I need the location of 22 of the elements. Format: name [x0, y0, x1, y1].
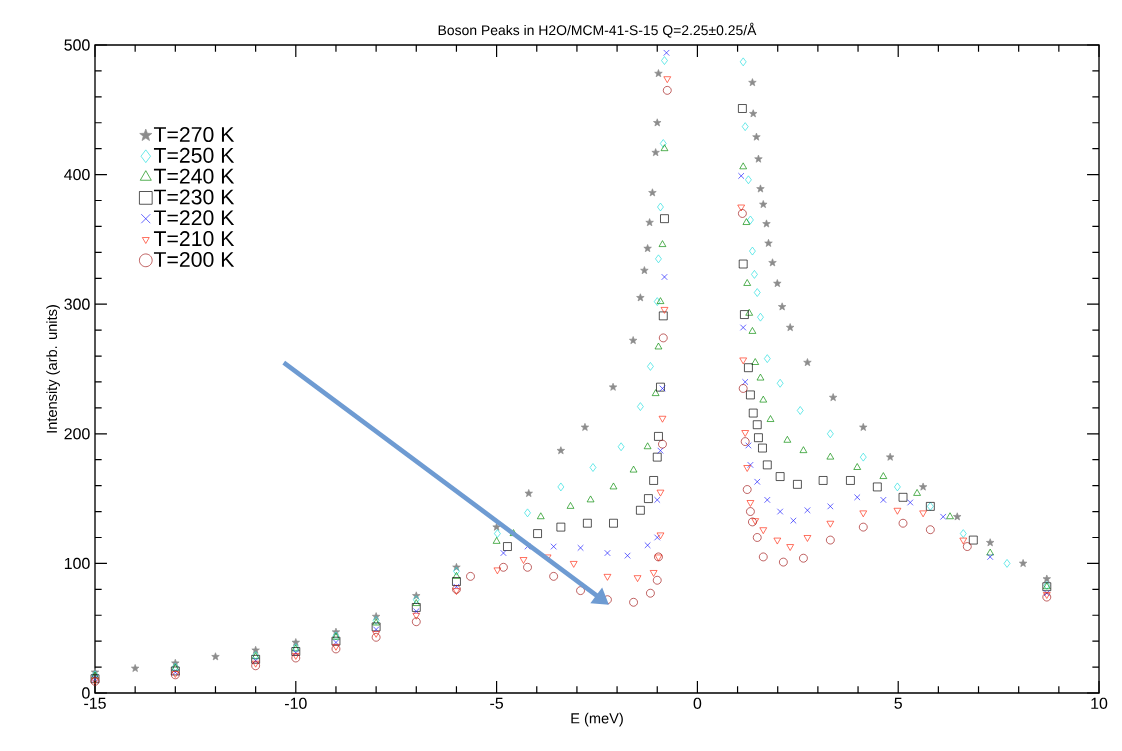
y-tick-label: 300 [64, 298, 90, 310]
x-tick-label: -5 [490, 697, 504, 709]
legend-label: T=270 K [153, 127, 235, 143]
x-axis-title: E (meV) [571, 712, 623, 727]
legend-label: T=210 K [153, 231, 235, 247]
y-tick-label: 200 [64, 428, 90, 440]
x-tick-label: 0 [693, 697, 702, 709]
legend-label: T=240 K [153, 168, 235, 184]
legend-label: T=250 K [153, 147, 235, 163]
legend-label: T=230 K [153, 189, 235, 205]
y-tick-label: 400 [64, 168, 90, 181]
y-tick-label: 100 [64, 557, 90, 570]
x-tick-label: -10 [284, 697, 307, 709]
x-tick-label: 10 [1091, 697, 1108, 709]
legend-label: T=220 K [153, 210, 235, 226]
y-tick-label: 500 [64, 39, 90, 51]
legend-label: T=200 K [153, 251, 235, 267]
y-axis-title: Intensity (arb. units) [46, 305, 60, 433]
x-tick-label: -15 [84, 697, 106, 709]
y-tick-label: 0 [82, 687, 90, 699]
chart-title: Boson Peaks in H2O/MCM-41-S-15 Q=2.25±0.25/Å [438, 22, 757, 38]
x-tick-label: 5 [894, 697, 902, 709]
